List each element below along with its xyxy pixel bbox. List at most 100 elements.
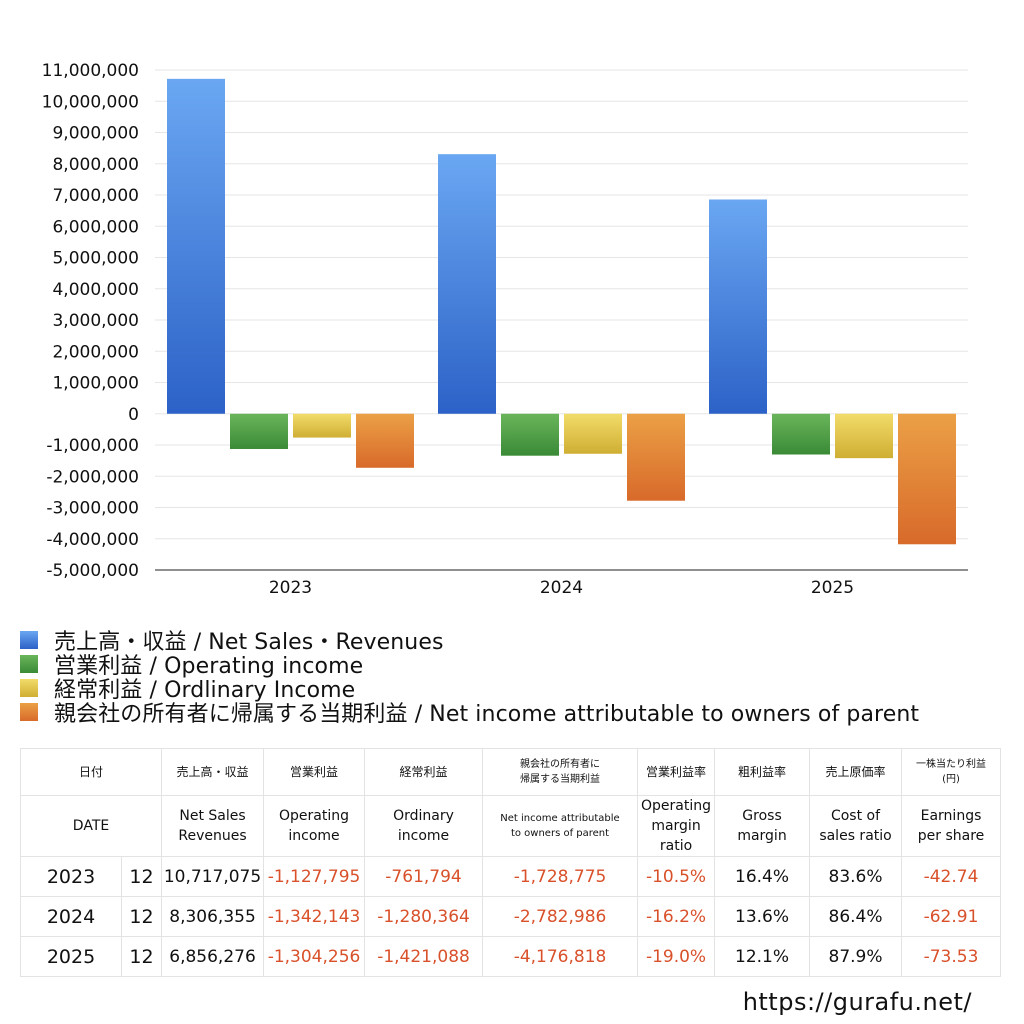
header-en-2: Operating income [263,795,366,857]
cell-gross: 13.6% [714,896,811,937]
cell-eps: -42.74 [901,856,1002,897]
bar-2023-series-3 [356,413,414,468]
bar-2025-series-1 [772,413,830,455]
header-jp-3: 経常利益 [364,748,484,796]
table-row: 2023 12 10,717,075 -1,127,795 -761,794 -1,728… [20,856,1002,897]
bar-2025-series-2 [835,413,893,459]
y-tick-label: 4,000,000 [52,280,139,300]
grid-lines [155,69,968,571]
y-tick-label: 2,000,000 [52,342,139,362]
header-en-6: Gross margin [714,795,811,857]
cell-operating: -1,127,795 [263,856,366,897]
header-en-3: Ordinary income [364,795,484,857]
legend-item: 営業利益 / Operating income [20,652,1010,679]
cell-net: -4,176,818 [482,936,639,977]
y-tick-label: -1,000,000 [46,436,139,456]
y-tick-label: 9,000,000 [52,124,139,144]
year-cell: 2025 [20,936,122,977]
month-cell: 12 [120,896,163,937]
y-tick-label: -3,000,000 [46,499,139,519]
axes: 11,000,000 10,000,000 9,000,000 8,000,000 7,… [42,61,968,598]
cell-op_margin: -16.2% [637,896,716,937]
y-tick-label: 1,000,000 [52,374,139,394]
cell-revenue: 6,856,276 [161,936,265,977]
y-tick-label: 10,000,000 [42,92,139,112]
cell-cost: 87.9% [809,936,903,977]
legend-label: 親会社の所有者に帰属する当期利益 / Net income attributab… [54,702,920,727]
y-tick-label: -2,000,000 [46,467,139,487]
y-tick-label: 6,000,000 [52,217,139,237]
header-en-1: Net Sales Revenues [161,795,265,857]
legend: 売上高・収益 / Net Sales・Revenues 営業利益 / Operat… [20,628,1010,727]
bar-chart: 11,000,000 10,000,000 9,000,000 8,000,000 7,… [42,61,968,598]
bar-2024-series-2 [564,413,622,454]
table-header-jp: 日付 売上高・収益 営業利益 経常利益 親会社の所有者に 帰属する当期利益 営業利益率 粗利益… [19,748,1002,796]
year-cell: 2023 [20,856,122,897]
legend-item: 売上高・収益 / Net Sales・Revenues [20,628,1010,655]
cell-cost: 83.6% [809,856,903,897]
bar-2024-series-3 [627,413,685,501]
header-en-8: Earnings per share [901,795,1002,857]
table-header-en: DATE Net Sales Revenues Operating income Ordi… [19,795,1002,857]
bar-2024-series-0 [438,154,496,414]
y-tick-label: -5,000,000 [46,561,139,581]
legend-item: 親会社の所有者に帰属する当期利益 / Net income attributab… [20,700,1010,727]
header-en-5: Operating margin ratio [637,795,716,857]
header-en-7: Cost of sales ratio [809,795,903,857]
y-tick-label: 11,000,000 [42,61,139,81]
header-jp-4: 親会社の所有者に 帰属する当期利益 [482,748,639,796]
site-url[interactable]: https://gurafu.net/ [742,988,972,1016]
legend-swatch [20,703,38,721]
cell-eps: -62.91 [901,896,1002,937]
financial-data-table: 日付 売上高・収益 営業利益 経常利益 親会社の所有者に 帰属する当期利益 営業利益率 粗利益… [19,748,1002,977]
table-row: 2024 12 8,306,355 -1,342,143 -1,280,364 -2,78… [20,896,1002,937]
chart-area: 11,000,000 10,000,000 9,000,000 8,000,000 7,… [42,61,968,598]
header-jp-8: 一株当たり利益 (円) [901,748,1002,796]
cell-operating: -1,342,143 [263,896,366,937]
legend-item: 経常利益 / Ordlinary Income [20,676,1010,703]
month-cell: 12 [120,936,163,977]
bar-2025-series-3 [898,413,956,545]
legend-label: 売上高・収益 / Net Sales・Revenues [54,630,444,655]
bar-2023-series-1 [230,413,288,449]
legend-swatch [20,679,38,697]
cell-revenue: 10,717,075 [161,856,265,897]
cell-eps: -73.53 [901,936,1002,977]
bar-2024-series-1 [501,413,559,456]
y-tick-label: 7,000,000 [52,186,139,206]
legend-swatch [20,655,38,673]
header-jp-5: 営業利益率 [637,748,716,796]
bar-2023-series-2 [293,413,351,438]
legend-swatch [20,631,38,649]
y-tick-label: 0 [128,405,139,425]
month-cell: 12 [120,856,163,897]
header-jp-6: 粗利益率 [714,748,811,796]
x-tick-label: 2024 [540,578,583,598]
y-tick-label: 5,000,000 [52,249,139,269]
cell-gross: 12.1% [714,936,811,977]
header-en-0: DATE [19,795,163,857]
table-row: 2025 12 6,856,276 -1,304,256 -1,421,088 -4,17… [20,936,1002,977]
cell-net: -1,728,775 [482,856,639,897]
header-jp-7: 売上原価率 [809,748,903,796]
bars [167,78,956,545]
header-jp-0: 日付 [19,748,163,796]
bar-2023-series-0 [167,78,225,414]
legend-label: 営業利益 / Operating income [54,654,364,679]
header-en-4: Net income attributable to owners of pare… [482,795,639,857]
cell-ordinary: -761,794 [364,856,484,897]
cell-ordinary: -1,280,364 [364,896,484,937]
y-tick-label: 3,000,000 [52,311,139,331]
cell-net: -2,782,986 [482,896,639,937]
x-tick-label: 2023 [269,578,312,598]
year-cell: 2024 [20,896,122,937]
cell-op_margin: -10.5% [637,856,716,897]
cell-op_margin: -19.0% [637,936,716,977]
cell-revenue: 8,306,355 [161,896,265,937]
header-jp-2: 営業利益 [263,748,366,796]
y-tick-label: 8,000,000 [52,155,139,175]
x-tick-label: 2025 [811,578,854,598]
header-jp-1: 売上高・収益 [161,748,265,796]
cell-ordinary: -1,421,088 [364,936,484,977]
cell-cost: 86.4% [809,896,903,937]
